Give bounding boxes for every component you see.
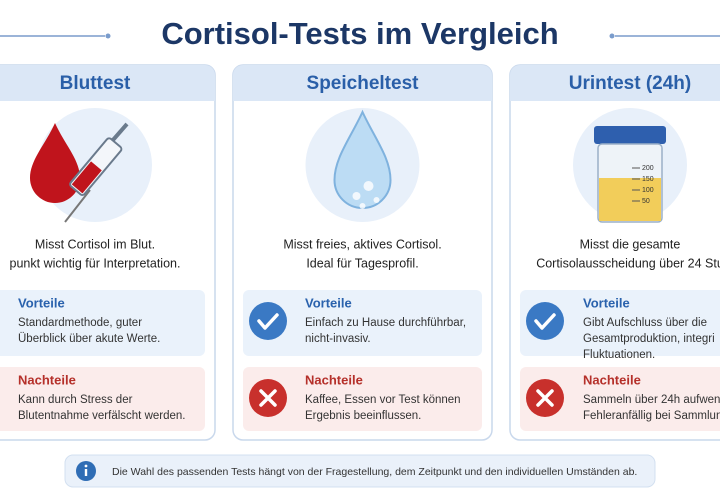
bubble bbox=[363, 181, 374, 191]
card-description: Misst freies, aktives Cortisol. bbox=[283, 237, 441, 251]
scale-label: 150 bbox=[642, 176, 654, 183]
cons-text: Blutentnahme verfälscht werden. bbox=[18, 410, 185, 422]
pros-text: Standardmethode, guter bbox=[18, 317, 142, 329]
cross-mark bbox=[259, 389, 277, 407]
scale-label: 50 bbox=[642, 198, 650, 205]
cons-heading: Nachteile bbox=[18, 372, 76, 387]
bubble bbox=[373, 197, 380, 203]
pros-text: nicht-invasiv. bbox=[305, 333, 371, 345]
pros-heading: Vorteile bbox=[18, 295, 65, 310]
cons-heading: Nachteile bbox=[305, 372, 363, 387]
card-title: Speicheltest bbox=[307, 73, 420, 94]
card-title: Bluttest bbox=[60, 73, 131, 94]
cons-heading: Nachteile bbox=[583, 372, 641, 387]
syringe-plunger bbox=[111, 122, 129, 142]
pros-heading: Vorteile bbox=[583, 295, 630, 310]
card-description: punkt wichtig für Interpretation. bbox=[10, 256, 181, 270]
cons-text: Kann durch Stress der bbox=[18, 394, 133, 406]
cons-text: Kaffee, Essen vor Test können bbox=[305, 394, 461, 406]
pros-text: Gibt Aufschluss über die bbox=[583, 317, 707, 329]
cross-mark bbox=[536, 389, 554, 407]
info-icon-bar bbox=[84, 469, 88, 476]
check-mark bbox=[257, 313, 279, 330]
check-icon bbox=[526, 302, 564, 340]
card-title: Urintest (24h) bbox=[569, 73, 691, 94]
cons-box bbox=[0, 367, 205, 431]
pros-text: Gesamtproduktion, integri bbox=[583, 333, 715, 345]
card-description: Misst Cortisol im Blut. bbox=[35, 237, 155, 251]
cons-box bbox=[243, 367, 482, 431]
pros-text: Einfach zu Hause durchführbar, bbox=[305, 317, 466, 329]
check-mark bbox=[534, 313, 556, 330]
card-header bbox=[233, 65, 492, 101]
syringe-needle bbox=[64, 189, 91, 223]
info-icon-dot bbox=[84, 464, 88, 468]
blood-drop bbox=[30, 123, 80, 203]
pros-heading: Vorteile bbox=[305, 295, 352, 310]
cards: Bluttest Misst Cortisol im Blut. punkt wic… bbox=[0, 64, 720, 441]
pros-box bbox=[243, 290, 482, 356]
card-header bbox=[510, 65, 720, 101]
card-description: Cortisolausscheidung über 24 Stu bbox=[536, 256, 720, 270]
pros-box bbox=[520, 290, 720, 356]
footer-box bbox=[64, 454, 656, 488]
check-icon bbox=[249, 302, 287, 340]
cons-text: Fehleranfällig bei Sammlun bbox=[583, 410, 720, 422]
bubble bbox=[359, 203, 366, 209]
cup-liquid bbox=[599, 178, 661, 221]
card-description: Ideal für Tagesprofil. bbox=[306, 256, 418, 270]
bubble bbox=[352, 192, 361, 200]
cons-box bbox=[520, 367, 720, 431]
pros-text: Fluktuationen. bbox=[583, 349, 655, 361]
card-header bbox=[0, 65, 215, 101]
title-rule-dot bbox=[105, 33, 111, 39]
cons-text: Ergebnis beeinflussen. bbox=[305, 410, 421, 422]
page-title: Cortisol-Tests im Vergleich bbox=[161, 16, 558, 51]
cup-lid bbox=[594, 126, 666, 144]
title-rule-dot bbox=[609, 33, 615, 39]
cons-text: Sammeln über 24h aufwen bbox=[583, 394, 720, 406]
scale-label: 200 bbox=[642, 165, 654, 172]
footer-note: Die Wahl des passenden Tests hängt von d… bbox=[112, 466, 637, 478]
pros-box bbox=[0, 290, 205, 356]
syringe-blood bbox=[71, 161, 102, 194]
scale-label: 100 bbox=[642, 187, 654, 194]
card-description: Misst die gesamte bbox=[580, 237, 681, 251]
pros-text: Überblick über akute Werte. bbox=[18, 333, 160, 345]
